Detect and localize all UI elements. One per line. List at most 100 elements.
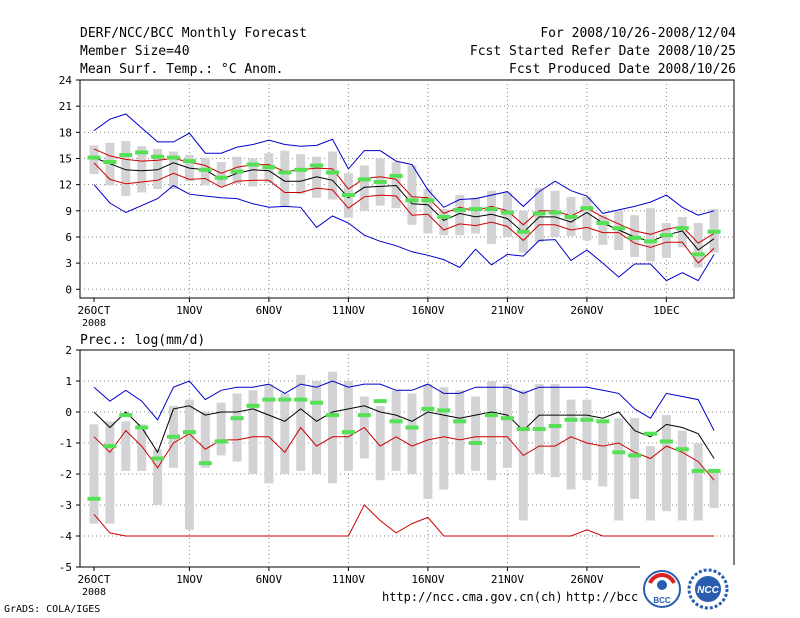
box: [630, 418, 640, 499]
ncc-logo-icon: NCC: [687, 568, 729, 610]
x-tick-label: 11NOV: [332, 304, 365, 317]
median-mark: [119, 413, 133, 418]
header-right-3: Fcst Produced Date 2008/10/26: [509, 62, 736, 77]
box: [264, 384, 274, 484]
box: [248, 390, 258, 474]
plot-frame: [79, 79, 735, 299]
box: [502, 384, 512, 468]
box: [216, 402, 226, 456]
median-mark: [437, 214, 451, 219]
max-line: [93, 113, 715, 216]
panel-temperature: 0 3 6 9 12 15 18 21 24 26OCT 1NOV 6NOV 11NOV 16NOV 21N…: [59, 74, 735, 329]
box: [137, 424, 147, 471]
median-mark: [87, 155, 101, 160]
box: [121, 141, 131, 196]
box: [296, 154, 306, 195]
median-mark: [278, 397, 292, 402]
panel-title: Prec.: log(mm/d): [80, 333, 205, 348]
median-mark: [357, 177, 371, 182]
x-tick-label: 26NOV: [570, 304, 603, 317]
x-tick-label: 21NOV: [491, 304, 524, 317]
box: [280, 393, 290, 474]
median-mark: [500, 210, 514, 215]
median-mark: [644, 239, 657, 244]
y-tick-label: 6: [65, 231, 72, 244]
median-mark: [389, 173, 403, 178]
median-mark: [230, 169, 244, 174]
median-mark: [357, 413, 371, 418]
box: [423, 189, 433, 234]
min-line: [93, 504, 715, 537]
median-mark: [182, 159, 196, 164]
median-mark: [246, 162, 260, 167]
x-tick-label: 6NOV: [256, 304, 283, 317]
box: [709, 470, 719, 509]
y-tick-label: 18: [59, 126, 72, 139]
median-mark: [564, 214, 578, 219]
box: [550, 384, 560, 478]
median-mark: [103, 444, 117, 449]
box: [407, 165, 417, 225]
x-tick-label: 26NOV: [570, 573, 603, 586]
x-tick-label: 11NOV: [332, 573, 365, 586]
box: [105, 421, 115, 524]
median-mark: [469, 441, 483, 445]
median-mark: [628, 235, 642, 240]
box: [121, 421, 131, 471]
median-mark: [198, 461, 212, 466]
x-tick-label: 16NOV: [411, 573, 444, 586]
median-mark: [469, 207, 483, 212]
median-mark: [389, 419, 403, 424]
median-mark: [373, 180, 387, 185]
box: [169, 151, 178, 189]
median-mark: [421, 406, 435, 411]
url-bcc[interactable]: http://bcc.: [566, 590, 646, 604]
median-mark: [580, 206, 594, 211]
median-mark: [437, 408, 451, 413]
y-tick-label: 1: [65, 375, 72, 388]
x-tick-label: 1DEC: [653, 304, 680, 317]
y-tick-label: 24: [59, 74, 73, 87]
url-ncc[interactable]: http://ncc.cma.gov.cn(ch): [382, 590, 563, 604]
box: [582, 196, 592, 241]
median-mark: [310, 400, 324, 405]
lower-line: [93, 426, 715, 481]
median-mark: [675, 447, 689, 452]
y-tick-label: 3: [65, 257, 72, 270]
lower-line: [93, 162, 715, 264]
y-tick-label: -5: [59, 561, 72, 574]
box: [566, 399, 576, 490]
median-mark: [580, 417, 594, 422]
median-mark: [485, 207, 498, 212]
median-mark: [675, 226, 689, 231]
header-left-2: Member Size=40: [80, 44, 190, 59]
agency-logos: BCC NCC: [640, 565, 736, 615]
box: [471, 396, 481, 471]
median-mark: [373, 399, 387, 404]
median-mark: [596, 419, 610, 424]
median-mark: [707, 229, 721, 234]
median-mark: [214, 175, 228, 180]
median-mark: [135, 425, 149, 430]
box: [582, 399, 592, 481]
median-mark: [532, 211, 546, 216]
mean-line: [93, 405, 715, 459]
median-mark: [564, 417, 578, 422]
median-mark: [612, 226, 626, 231]
y-tick-label: 9: [65, 205, 72, 218]
box: [216, 161, 226, 187]
median-mark: [405, 425, 419, 430]
median-mark: [532, 427, 546, 432]
median-mark: [262, 165, 276, 170]
box: [296, 374, 306, 471]
box: [693, 223, 703, 268]
median-mark: [119, 152, 133, 157]
median-mark: [326, 170, 339, 175]
median-mark: [516, 427, 530, 432]
box: [455, 195, 465, 236]
box: [423, 384, 433, 499]
x-tick-label: 26OCT: [77, 573, 110, 586]
median-mark: [548, 210, 562, 215]
box: [439, 387, 449, 490]
